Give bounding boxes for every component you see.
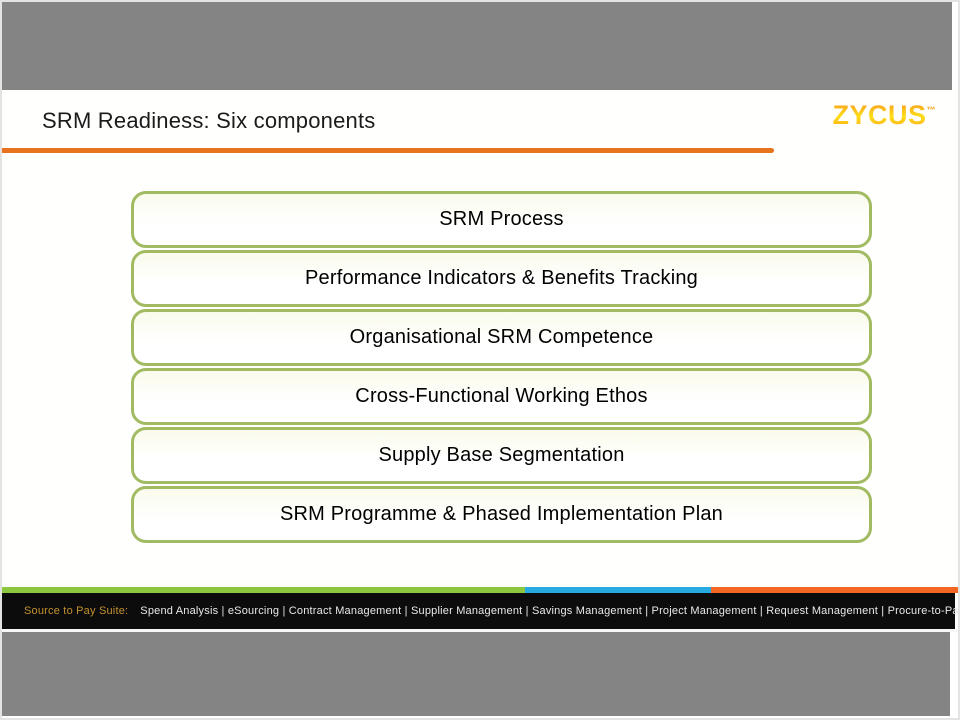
slide-area: SRM Readiness: Six components ZYCUS™ SRM… [2,90,958,587]
top-gray-band [2,2,952,90]
stripe-orange-segment [711,587,958,593]
title-underline [2,148,774,153]
footer-stripe [2,587,958,593]
component-box: Supply Base Segmentation [131,427,872,484]
component-box: Cross-Functional Working Ethos [131,368,872,425]
zycus-logo: ZYCUS™ [832,100,936,131]
component-label: Supply Base Segmentation [378,444,625,466]
component-box: Organisational SRM Competence [131,309,872,366]
footer-divider [2,629,958,632]
component-label: SRM Process [439,208,564,230]
component-box: SRM Programme & Phased Implementation Pl… [131,486,872,543]
components-list: SRM Process Performance Indicators & Ben… [131,191,872,543]
component-box: Performance Indicators & Benefits Tracki… [131,250,872,307]
component-label: Cross-Functional Working Ethos [355,385,648,407]
footer-product-list: Spend Analysis | eSourcing | Contract Ma… [140,605,960,617]
component-box: SRM Process [131,191,872,248]
component-label: Performance Indicators & Benefits Tracki… [304,267,699,289]
footer-suite-label: Source to Pay Suite: [24,605,129,617]
component-label: SRM Programme & Phased Implementation Pl… [279,503,724,525]
footer-bar: Source to Pay Suite: Spend Analysis | eS… [2,593,958,629]
trademark-mark: ™ [926,105,936,115]
slide-title: SRM Readiness: Six components [42,108,376,133]
component-label: Organisational SRM Competence [349,326,654,348]
zycus-logo-text: ZYCUS [832,100,927,130]
stripe-blue-segment [525,587,711,593]
stripe-green-segment [2,587,525,593]
bottom-gray-band [2,632,950,716]
